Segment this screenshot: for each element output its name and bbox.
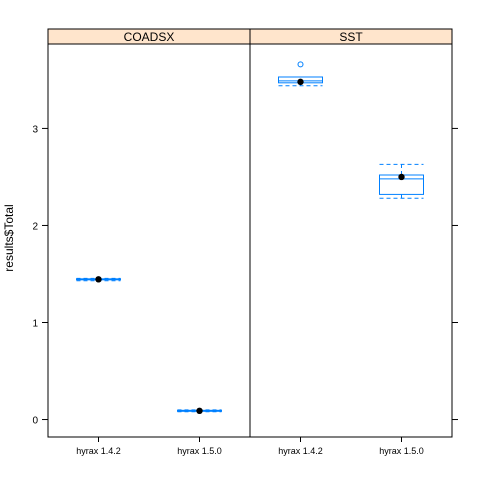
mean-point (398, 173, 405, 181)
panel-coadsx: COADSX hyrax 1.4.2 hyrax 1.5.0 (47, 28, 251, 456)
x-tick-label: hyrax 1.4.2 (278, 446, 323, 456)
y-tick-label: 0 (32, 416, 38, 427)
mean-point (95, 276, 102, 283)
outlier-point (297, 61, 304, 68)
panels: COADSX hyrax 1.4.2 hyrax 1.5.0 SST hyrax 1.4… (47, 28, 453, 456)
x-tick-label: hyrax 1.5.0 (379, 446, 424, 456)
panel-sst: SST hyrax 1.4.2 hyrax 1.5.0 (249, 28, 453, 456)
panel-strip-label: COADSX (124, 30, 175, 44)
y-tick-label: 1 (32, 318, 38, 329)
box-sst-0 (278, 61, 323, 87)
y-tick-label: 2 (32, 221, 38, 232)
box-coadsx-0 (76, 276, 121, 283)
panel-strip-label: SST (339, 30, 363, 44)
mean-point (196, 407, 203, 414)
y-tick-label: 3 (32, 124, 38, 135)
x-tick-label: hyrax 1.5.0 (177, 446, 222, 456)
panel-frame (249, 43, 453, 438)
x-tick-label: hyrax 1.4.2 (76, 446, 121, 456)
panel-frame (47, 43, 251, 438)
box-sst-1 (379, 163, 424, 199)
axes: 0 1 2 3 (32, 124, 458, 427)
mean-point (297, 78, 304, 86)
y-axis-label: results$Total (2, 204, 16, 271)
box-coadsx-1 (177, 407, 222, 414)
